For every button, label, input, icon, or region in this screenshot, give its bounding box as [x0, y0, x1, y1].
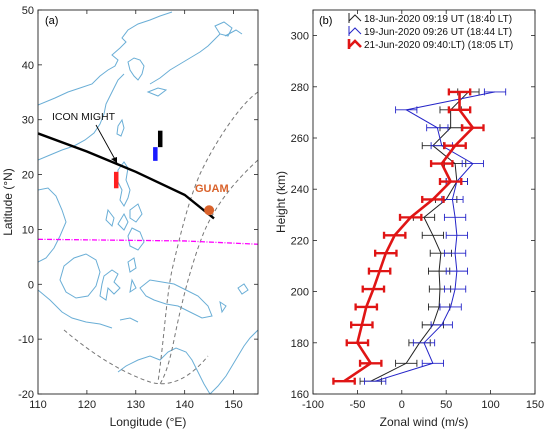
legend-label: 18-Jun-2020 09:19 UT (18:40 LT)	[364, 14, 512, 25]
legend: 18-Jun-2020 09:19 UT (18:40 LT) 19-Jun-20…	[347, 13, 513, 51]
profile-ytick-label: 260	[291, 133, 309, 145]
map-xtick-label: 120	[78, 399, 96, 411]
guam-marker	[204, 205, 215, 216]
map-ticks: 110 120 130 140 150 -20 -10 0 10 20 30 40 50	[18, 5, 258, 411]
legend-label: 19-Jun-2020 09:26 UT (18:44 LT)	[364, 27, 512, 38]
map-ytick-label: 10	[22, 224, 34, 236]
map-panel: 110 120 130 140 150 -20 -10 0 10 20 30 40 50 (a) ICO…	[1, 5, 259, 429]
profile-ticks: -100 -50 0 50 100 150 160 180 200 220 240 260 280 300	[291, 10, 544, 411]
series-2	[332, 88, 485, 385]
profile-ytick-label: 280	[291, 82, 309, 94]
profile-xtick-label: 0	[399, 399, 405, 411]
map-ytick-label: -20	[18, 389, 34, 401]
map-plot-frame	[38, 10, 258, 394]
legend-swatch	[348, 39, 362, 48]
map-ytick-label: 40	[22, 60, 34, 72]
series-1	[364, 88, 507, 385]
profile-ytick-label: 160	[291, 389, 309, 401]
map-ytick-label: 30	[22, 115, 34, 127]
profile-ytick-label: 220	[291, 235, 309, 247]
legend-swatch	[348, 27, 362, 35]
map-xtick-label: 150	[224, 399, 242, 411]
profile-ytick-label: 180	[291, 338, 309, 350]
map-xlabel: Longitude (°E)	[110, 415, 187, 429]
profile-series	[332, 88, 507, 385]
icon-might-arrow	[95, 124, 118, 164]
map-ylabel: Latitude (°N)	[1, 168, 15, 236]
icon-might-track	[38, 132, 215, 220]
profile-ytick-label: 300	[291, 31, 309, 43]
fov-boundaries	[63, 91, 258, 385]
legend-entry-0: 18-Jun-2020 09:19 UT (18:40 LT)	[348, 13, 512, 25]
map-panel-label: (a)	[45, 15, 58, 27]
map-ytick-label: -10	[18, 334, 34, 346]
magnetic-equator-line	[38, 238, 258, 245]
map-ytick-label: 50	[22, 5, 34, 17]
profile-ytick-label: 200	[291, 287, 309, 299]
profile-panel-label: (b)	[319, 15, 332, 27]
profile-xtick-label: -50	[349, 399, 365, 411]
observation-segments	[113, 130, 163, 189]
guam-annotation: GUAM	[195, 183, 229, 195]
profile-xtick-label: 100	[481, 399, 499, 411]
map-xtick-label: 130	[127, 399, 145, 411]
legend-entry-2: 21-Jun-2020 09:40:LT) (18:05 LT)	[347, 39, 513, 51]
profile-xtick-label: 150	[526, 399, 544, 411]
map-ytick-label: 0	[28, 279, 34, 291]
wind-profile-panel: -100 -50 0 50 100 150 160 180 200 220 240 260 280 300…	[274, 9, 544, 429]
legend-label: 21-Jun-2020 09:40:LT) (18:05 LT)	[364, 40, 513, 51]
legend-entry-1: 19-Jun-2020 09:26 UT (18:44 LT)	[348, 26, 512, 38]
profile-ylabel: Height (km)	[274, 171, 288, 233]
profile-xtick-label: 50	[440, 399, 452, 411]
map-ytick-label: 20	[22, 170, 34, 182]
legend-swatch	[348, 14, 362, 22]
profile-xtick-label: -100	[302, 399, 324, 411]
profile-ytick-label: 240	[291, 184, 309, 196]
map-xtick-label: 110	[29, 399, 47, 411]
icon-might-annotation: ICON MIGHT	[52, 111, 116, 123]
profile-plot-frame	[313, 10, 535, 394]
profile-xlabel: Zonal wind (m/s)	[380, 415, 469, 429]
map-xtick-label: 140	[175, 399, 193, 411]
